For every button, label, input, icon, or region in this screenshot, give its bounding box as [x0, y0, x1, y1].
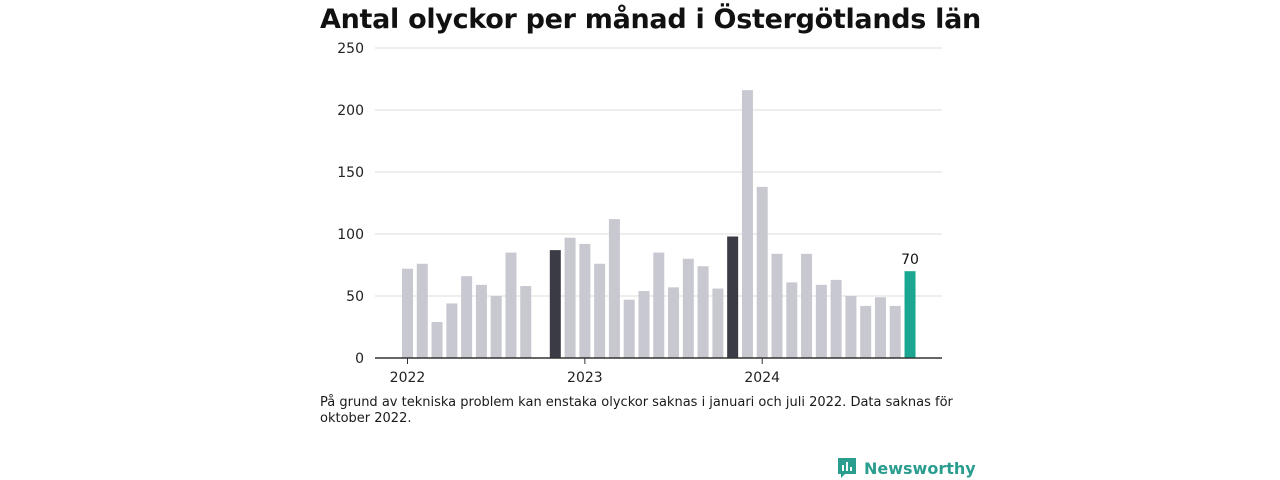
bar: [549, 250, 561, 358]
bar: [594, 263, 606, 358]
bar: [756, 186, 768, 358]
y-tick-label: 100: [337, 227, 364, 243]
x-tick-label: 2023: [567, 370, 603, 386]
bar: [475, 284, 487, 358]
y-tick-label: 50: [346, 289, 364, 305]
brand-logo[interactable]: Newsworthy: [836, 456, 976, 480]
x-tick-label: 2024: [744, 370, 780, 386]
bar: [490, 296, 502, 358]
bar: [416, 263, 428, 358]
bar: [564, 237, 576, 358]
bar-chart: 0 50 100 150 200 250 2022 2023 2024 70: [337, 41, 942, 386]
bar: [815, 284, 827, 358]
footnote: På grund av tekniska problem kan enstaka…: [320, 395, 953, 426]
brand-name: Newsworthy: [864, 458, 976, 478]
bar: [431, 322, 443, 358]
bar: [712, 288, 724, 358]
bar: [461, 276, 473, 358]
bar: [579, 243, 591, 358]
y-tick-label: 150: [337, 165, 364, 181]
chart-title: Antal olyckor per månad i Östergötlands …: [320, 4, 981, 35]
bar: [505, 252, 517, 358]
bar: [860, 305, 872, 358]
bar: [623, 299, 635, 358]
bar: [402, 268, 413, 358]
bar: [771, 253, 783, 358]
bar: [786, 282, 798, 358]
data-label: 70: [901, 252, 919, 268]
bar: [830, 279, 842, 358]
bar: [874, 297, 886, 358]
bar-chart-logo-icon: [838, 458, 856, 478]
bar: [653, 252, 665, 358]
x-axis-ticks: 2022 2023 2024: [390, 358, 780, 386]
bar: [638, 291, 650, 358]
bar: [668, 287, 680, 358]
bar: [845, 296, 857, 358]
bars: [402, 90, 916, 358]
bar: [889, 305, 901, 358]
y-tick-label: 0: [355, 351, 364, 367]
y-tick-label: 200: [337, 103, 364, 119]
bar: [520, 286, 532, 358]
bar: [904, 271, 916, 358]
bar: [741, 90, 753, 358]
bar: [801, 253, 813, 358]
data-labels: 70: [901, 252, 919, 268]
y-axis-ticks: 0 50 100 150 200 250: [337, 41, 364, 367]
bar: [608, 219, 620, 358]
x-tick-label: 2022: [390, 370, 426, 386]
bar: [682, 258, 694, 358]
bar: [446, 303, 458, 358]
bar: [697, 266, 709, 358]
bar: [727, 236, 739, 358]
y-tick-label: 250: [337, 41, 364, 57]
